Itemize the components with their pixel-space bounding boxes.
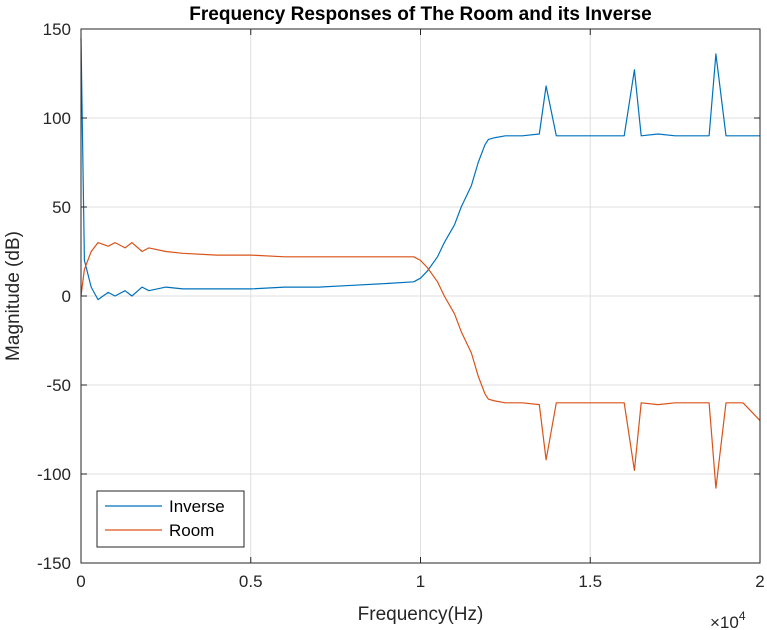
y-tick-label: 100 — [43, 109, 71, 128]
x-tick-label: 1.5 — [578, 572, 602, 591]
grid — [81, 29, 760, 563]
x-axis-title: Frequency(Hz) — [358, 604, 484, 625]
chart-title: Frequency Responses of The Room and its … — [189, 4, 651, 25]
x-tick-label: 0.5 — [239, 572, 263, 591]
series-layer — [80, 37, 761, 489]
y-tick-label: 0 — [62, 287, 71, 306]
y-tick-label: -50 — [46, 376, 71, 395]
legend: Inverse Room — [96, 490, 245, 548]
y-tick-label: 150 — [43, 20, 71, 39]
legend-box — [96, 490, 245, 548]
y-tick-label: 50 — [52, 198, 71, 217]
y-tick-label: -100 — [37, 465, 71, 484]
x-tick-label: 1 — [416, 572, 425, 591]
x-exponent-power: 4 — [739, 609, 746, 623]
y-axis-title: Magnitude (dB) — [3, 231, 24, 361]
series-line-inverse — [80, 37, 760, 301]
legend-label-inverse: Inverse — [169, 497, 225, 516]
x-tick-label: 0 — [76, 572, 85, 591]
series-line-room — [80, 242, 761, 489]
x-axis-exponent: ×104 — [710, 609, 746, 630]
legend-label-room: Room — [169, 521, 214, 540]
x-exponent-base: ×10 — [710, 613, 739, 630]
y-tick-label: -150 — [37, 554, 71, 573]
legend-items: Inverse Room — [105, 497, 225, 540]
x-tick-label: 2 — [755, 572, 764, 591]
ticks: 0 0.5 1 1.5 2 -150 -100 -50 0 50 100 150 — [37, 20, 765, 591]
